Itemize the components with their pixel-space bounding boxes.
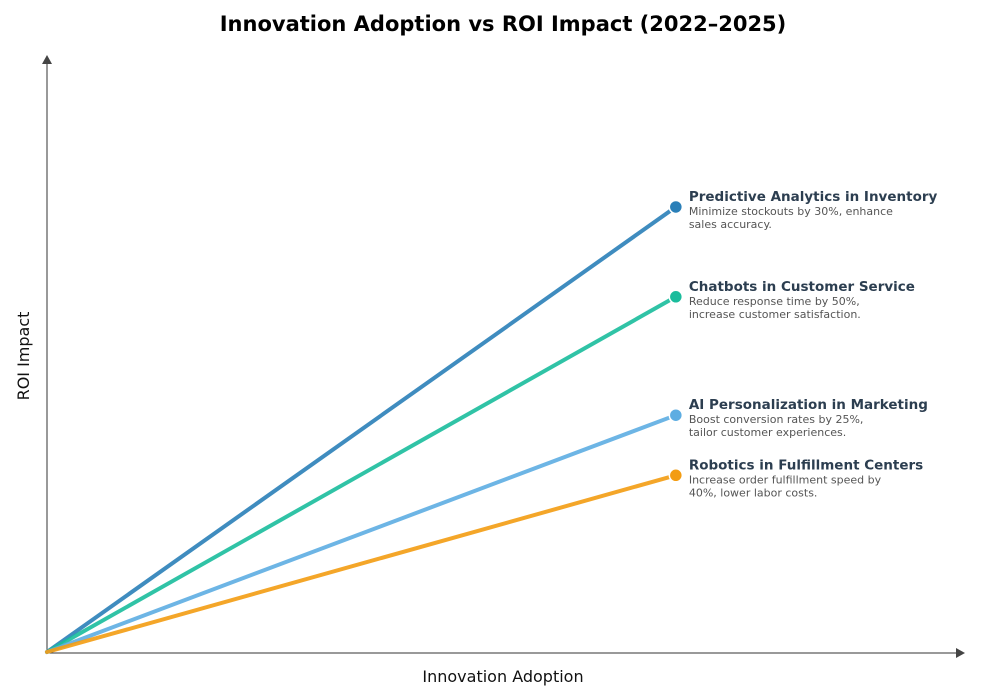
series-description: increase customer satisfaction. xyxy=(689,308,861,321)
series-line xyxy=(45,413,678,654)
series-line xyxy=(45,294,678,654)
series-layer: Predictive Analytics in InventoryMinimiz… xyxy=(45,189,938,654)
series-end-point xyxy=(668,468,684,483)
series-description: 40%, lower labor costs. xyxy=(689,486,818,499)
series-description: Reduce response time by 50%, xyxy=(689,295,860,308)
series-0: Predictive Analytics in InventoryMinimiz… xyxy=(45,189,938,654)
series-line xyxy=(45,473,678,654)
series-end-point xyxy=(668,289,684,305)
series-description: Minimize stockouts by 30%, enhance xyxy=(689,205,893,218)
series-3: Robotics in Fulfillment CentersIncrease … xyxy=(45,457,923,654)
x-axis-arrow-icon xyxy=(956,648,965,658)
series-label: AI Personalization in Marketing xyxy=(689,397,928,413)
series-label: Robotics in Fulfillment Centers xyxy=(689,457,923,473)
chart-title: Innovation Adoption vs ROI Impact (2022–… xyxy=(220,12,787,36)
series-label: Predictive Analytics in Inventory xyxy=(689,189,938,205)
series-end-point xyxy=(668,199,684,215)
series-end-point xyxy=(668,407,684,423)
x-axis-label: Innovation Adoption xyxy=(422,667,583,686)
y-axis-arrow-icon xyxy=(42,55,52,64)
series-description: Increase order fulfillment speed by xyxy=(689,473,882,486)
y-axis-label: ROI Impact xyxy=(14,312,33,401)
series-description: sales accuracy. xyxy=(689,218,772,231)
series-description: tailor customer experiences. xyxy=(689,426,846,439)
y-axis xyxy=(42,55,52,653)
series-description: Boost conversion rates by 25%, xyxy=(689,413,864,426)
series-label: Chatbots in Customer Service xyxy=(689,279,915,295)
series-line xyxy=(45,204,678,654)
x-axis xyxy=(47,648,965,658)
